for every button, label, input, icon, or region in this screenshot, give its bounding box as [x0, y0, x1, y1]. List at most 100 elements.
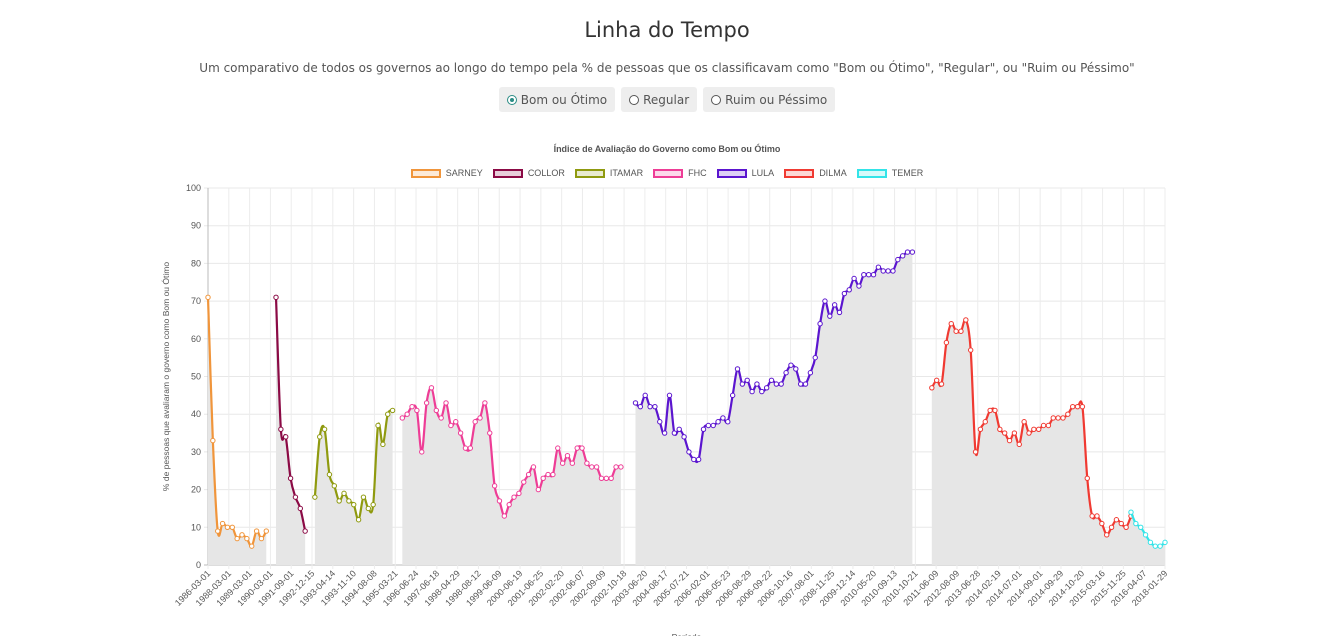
data-point: [836, 309, 843, 316]
data-point: [564, 452, 571, 459]
radio-unchecked-icon[interactable]: [629, 94, 640, 105]
toggle-label: Bom ou Ótimo: [520, 92, 608, 107]
legend-item-sarney[interactable]: SARNEY: [410, 168, 483, 178]
data-point: [958, 328, 964, 334]
data-point: [880, 268, 886, 274]
toggle-bom-ou-otimo[interactable]: Bom ou Ótimo: [498, 87, 616, 112]
data-point: [569, 460, 576, 466]
data-point: [399, 415, 406, 421]
data-point: [215, 528, 221, 534]
data-point: [827, 313, 833, 319]
data-point: [404, 411, 410, 417]
data-point: [1128, 509, 1134, 515]
legend-item-collor[interactable]: COLLOR: [492, 168, 565, 178]
data-point: [511, 494, 517, 500]
data-point: [312, 494, 318, 500]
legend-item-lula[interactable]: LULA: [716, 168, 775, 178]
data-point: [768, 377, 775, 383]
legend-swatch: [716, 168, 747, 178]
data-point: [229, 524, 235, 530]
toggle-regular[interactable]: Regular: [621, 87, 698, 112]
data-point: [550, 471, 556, 478]
data-point: [1113, 517, 1120, 523]
legend-item-dilma[interactable]: DILMA: [784, 168, 847, 178]
data-point: [472, 419, 478, 425]
legend-label: LULA: [751, 168, 775, 178]
data-point: [321, 426, 328, 432]
data-point: [885, 268, 891, 274]
data-point: [375, 422, 381, 429]
data-point: [899, 253, 906, 259]
data-point: [355, 517, 362, 523]
data-point: [657, 419, 663, 425]
data-point: [992, 407, 998, 414]
data-point: [331, 483, 338, 489]
data-point: [491, 483, 498, 489]
data-point: [467, 445, 474, 451]
data-point: [744, 377, 750, 383]
data-point: [545, 471, 551, 478]
series-area: [931, 319, 1131, 565]
data-point: [1084, 475, 1090, 481]
y-tick-label: 10: [191, 522, 201, 532]
data-point: [977, 426, 984, 432]
data-point: [997, 426, 1003, 432]
toggle-ruim-ou-pessimo[interactable]: Ruim ou Péssimo: [703, 87, 836, 112]
data-point: [948, 321, 954, 327]
data-point: [287, 475, 294, 481]
data-point: [763, 385, 770, 391]
data-point: [637, 403, 644, 410]
data-point: [797, 381, 804, 387]
data-point: [589, 464, 595, 470]
data-point: [715, 419, 721, 425]
legend-item-itamar[interactable]: ITAMAR: [574, 168, 643, 178]
y-tick-label: 40: [191, 409, 201, 419]
data-point: [875, 264, 882, 270]
data-point: [210, 437, 216, 444]
data-point: [904, 249, 911, 255]
data-point: [414, 407, 420, 414]
data-point: [224, 524, 231, 530]
toggle-label: Regular: [643, 92, 690, 107]
data-point: [720, 415, 726, 421]
data-point: [1045, 422, 1052, 429]
y-tick-label: 80: [191, 258, 201, 268]
page-subtitle: Um comparativo de todos os governos ao l…: [199, 61, 1135, 75]
y-tick-label: 50: [191, 372, 201, 382]
legend-swatch: [574, 168, 605, 178]
data-point: [317, 434, 323, 440]
data-point: [661, 430, 668, 436]
radio-checked-icon[interactable]: [506, 94, 517, 105]
data-point: [263, 528, 269, 534]
radio-unchecked-icon[interactable]: [711, 94, 722, 105]
y-tick-label: 60: [191, 334, 201, 344]
data-point: [239, 532, 245, 538]
legend-label: FHC: [688, 168, 707, 178]
data-point: [1099, 520, 1105, 527]
data-point: [608, 475, 614, 481]
data-point: [1123, 524, 1129, 530]
data-point: [841, 290, 848, 297]
legend-item-fhc[interactable]: FHC: [653, 168, 707, 178]
data-point: [666, 392, 673, 399]
data-point: [292, 494, 299, 500]
data-point: [516, 490, 522, 497]
data-point: [700, 426, 707, 432]
legend-item-temer[interactable]: TEMER: [856, 168, 923, 178]
data-point: [963, 317, 969, 323]
legend-label: COLLOR: [527, 168, 565, 178]
y-axis-title: % de pessoas que avaliaram o governo com…: [161, 262, 171, 491]
chart-legend: SARNEY COLLOR ITAMAR FHC LULA DILMA TEME…: [0, 168, 1334, 178]
y-tick-label: 70: [191, 296, 201, 306]
data-point: [1021, 419, 1027, 425]
data-point: [851, 275, 857, 282]
data-point: [822, 298, 828, 304]
data-point: [793, 366, 799, 372]
data-point: [346, 498, 352, 504]
rating-toggle-group: Bom ou Ótimo Regular Ruim ou Péssimo: [0, 87, 1334, 112]
data-point: [574, 445, 580, 451]
data-point: [1016, 441, 1022, 448]
data-point: [336, 498, 342, 504]
data-point: [283, 434, 289, 440]
legend-swatch: [492, 168, 523, 178]
